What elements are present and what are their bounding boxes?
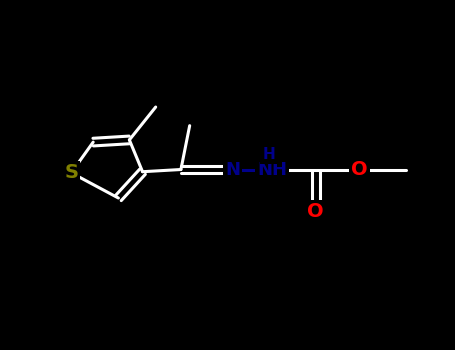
Text: H: H (262, 147, 275, 162)
Text: O: O (308, 202, 324, 221)
Text: S: S (64, 163, 78, 182)
Text: N: N (225, 161, 240, 178)
Text: O: O (351, 160, 368, 179)
Text: NH: NH (257, 161, 287, 178)
